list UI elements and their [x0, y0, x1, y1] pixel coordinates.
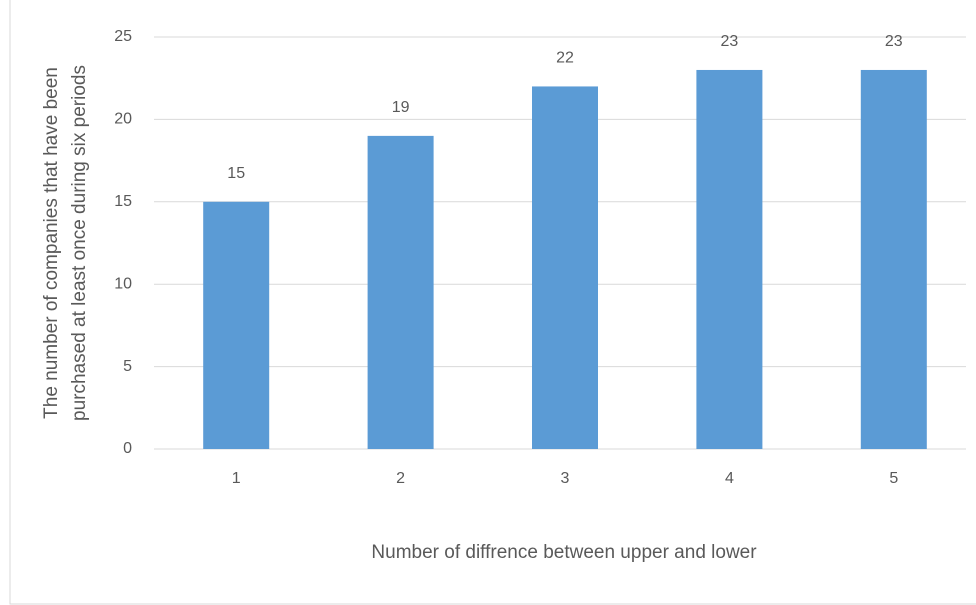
x-tick-label: 3 [561, 470, 570, 487]
bar [860, 69, 927, 450]
x-axis-title: Number of diffrence between upper and lo… [371, 542, 757, 563]
data-label: 22 [556, 50, 574, 67]
chart-border [9, 0, 976, 605]
data-label: 23 [721, 33, 739, 50]
data-label: 19 [392, 99, 410, 116]
data-label: 15 [227, 165, 245, 182]
y-tick-label: 20 [114, 111, 132, 128]
x-tick-label: 2 [396, 470, 405, 487]
data-label: 23 [885, 33, 903, 50]
y-axis-title: The number of companies that have been [41, 67, 62, 419]
y-tick-label: 0 [123, 440, 132, 457]
y-axis-title: purchased at least once during six perio… [69, 65, 90, 421]
x-tick-label: 5 [889, 470, 898, 487]
bar [532, 86, 598, 449]
x-tick-label: 4 [725, 470, 734, 487]
y-tick-label: 5 [123, 358, 132, 375]
y-tick-label: 15 [114, 193, 132, 210]
bar [696, 69, 763, 450]
bar [203, 201, 270, 449]
y-tick-label: 25 [114, 28, 132, 45]
x-tick-label: 1 [232, 470, 241, 487]
y-tick-label: 10 [114, 275, 132, 292]
bar [367, 135, 434, 449]
